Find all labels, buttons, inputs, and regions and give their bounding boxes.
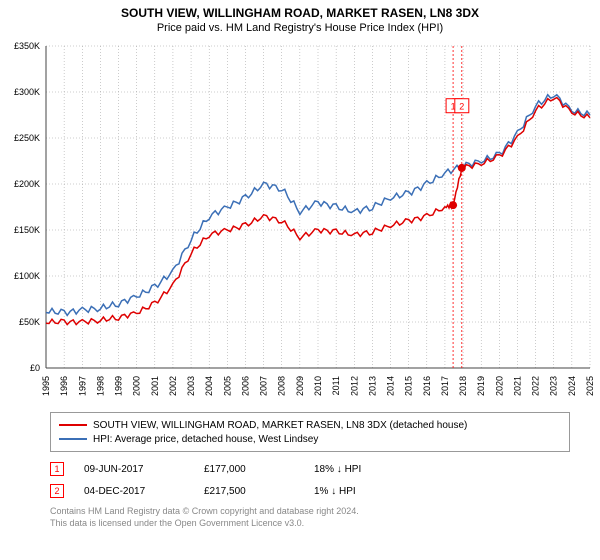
svg-text:2000: 2000 xyxy=(132,376,142,396)
svg-text:£100K: £100K xyxy=(14,271,40,281)
svg-text:2014: 2014 xyxy=(386,376,396,396)
svg-text:2007: 2007 xyxy=(259,376,269,396)
svg-text:£250K: £250K xyxy=(14,133,40,143)
legend-row-property: SOUTH VIEW, WILLINGHAM ROAD, MARKET RASE… xyxy=(59,418,561,432)
legend: SOUTH VIEW, WILLINGHAM ROAD, MARKET RASE… xyxy=(50,412,570,452)
svg-text:2004: 2004 xyxy=(204,376,214,396)
svg-text:£350K: £350K xyxy=(14,41,40,51)
svg-text:£150K: £150K xyxy=(14,225,40,235)
svg-text:2022: 2022 xyxy=(531,376,541,396)
sale-marker-icon: 2 xyxy=(50,484,64,498)
svg-text:2002: 2002 xyxy=(168,376,178,396)
svg-text:£200K: £200K xyxy=(14,179,40,189)
licence-text: Contains HM Land Registry data © Crown c… xyxy=(50,506,570,529)
licence-line: This data is licensed under the Open Gov… xyxy=(50,518,570,530)
legend-swatch-red xyxy=(59,424,87,426)
svg-text:2025: 2025 xyxy=(585,376,595,396)
svg-text:2017: 2017 xyxy=(440,376,450,396)
svg-text:£300K: £300K xyxy=(14,87,40,97)
svg-text:1998: 1998 xyxy=(95,376,105,396)
svg-text:2006: 2006 xyxy=(240,376,250,396)
sale-date: 04-DEC-2017 xyxy=(84,486,184,497)
svg-text:1999: 1999 xyxy=(114,376,124,396)
sale-price: £217,500 xyxy=(204,486,294,497)
legend-label-property: SOUTH VIEW, WILLINGHAM ROAD, MARKET RASE… xyxy=(93,420,467,431)
svg-text:2024: 2024 xyxy=(567,376,577,396)
sale-price: £177,000 xyxy=(204,464,294,475)
svg-text:2008: 2008 xyxy=(277,376,287,396)
svg-text:2020: 2020 xyxy=(494,376,504,396)
svg-text:1997: 1997 xyxy=(77,376,87,396)
chart-area: £0 £50K £100K £150K £200K £250K £300K £350K 1995… xyxy=(0,38,600,408)
svg-text:2005: 2005 xyxy=(222,376,232,396)
svg-text:2023: 2023 xyxy=(549,376,559,396)
svg-text:2013: 2013 xyxy=(367,376,377,396)
legend-row-hpi: HPI: Average price, detached house, West… xyxy=(59,432,561,446)
svg-text:2021: 2021 xyxy=(512,376,522,396)
svg-text:2015: 2015 xyxy=(404,376,414,396)
chart-title: SOUTH VIEW, WILLINGHAM ROAD, MARKET RASE… xyxy=(0,0,600,20)
svg-text:1995: 1995 xyxy=(41,376,51,396)
svg-text:2012: 2012 xyxy=(349,376,359,396)
line-chart: £0 £50K £100K £150K £200K £250K £300K £350K 1995… xyxy=(0,38,600,408)
svg-text:£0: £0 xyxy=(30,363,40,373)
sale-row: 2 04-DEC-2017 £217,500 1% ↓ HPI xyxy=(50,480,570,502)
svg-text:2018: 2018 xyxy=(458,376,468,396)
svg-text:£50K: £50K xyxy=(19,317,40,327)
svg-text:2003: 2003 xyxy=(186,376,196,396)
svg-text:2016: 2016 xyxy=(422,376,432,396)
sale-row: 1 09-JUN-2017 £177,000 18% ↓ HPI xyxy=(50,458,570,480)
sale-date: 09-JUN-2017 xyxy=(84,464,184,475)
sale-marker-icon: 1 xyxy=(50,462,64,476)
svg-text:2011: 2011 xyxy=(331,376,341,395)
chart-subtitle: Price paid vs. HM Land Registry's House … xyxy=(0,20,600,38)
svg-text:2019: 2019 xyxy=(476,376,486,396)
sale-delta: 1% ↓ HPI xyxy=(314,486,414,497)
licence-line: Contains HM Land Registry data © Crown c… xyxy=(50,506,570,518)
svg-text:2009: 2009 xyxy=(295,376,305,396)
sale-rows: 1 09-JUN-2017 £177,000 18% ↓ HPI 2 04-DE… xyxy=(50,458,570,502)
legend-label-hpi: HPI: Average price, detached house, West… xyxy=(93,434,318,445)
legend-swatch-blue xyxy=(59,438,87,440)
sale-delta: 18% ↓ HPI xyxy=(314,464,414,475)
svg-text:1996: 1996 xyxy=(59,376,69,396)
svg-text:2010: 2010 xyxy=(313,376,323,396)
svg-text:2: 2 xyxy=(459,102,464,112)
svg-text:2001: 2001 xyxy=(150,376,160,396)
